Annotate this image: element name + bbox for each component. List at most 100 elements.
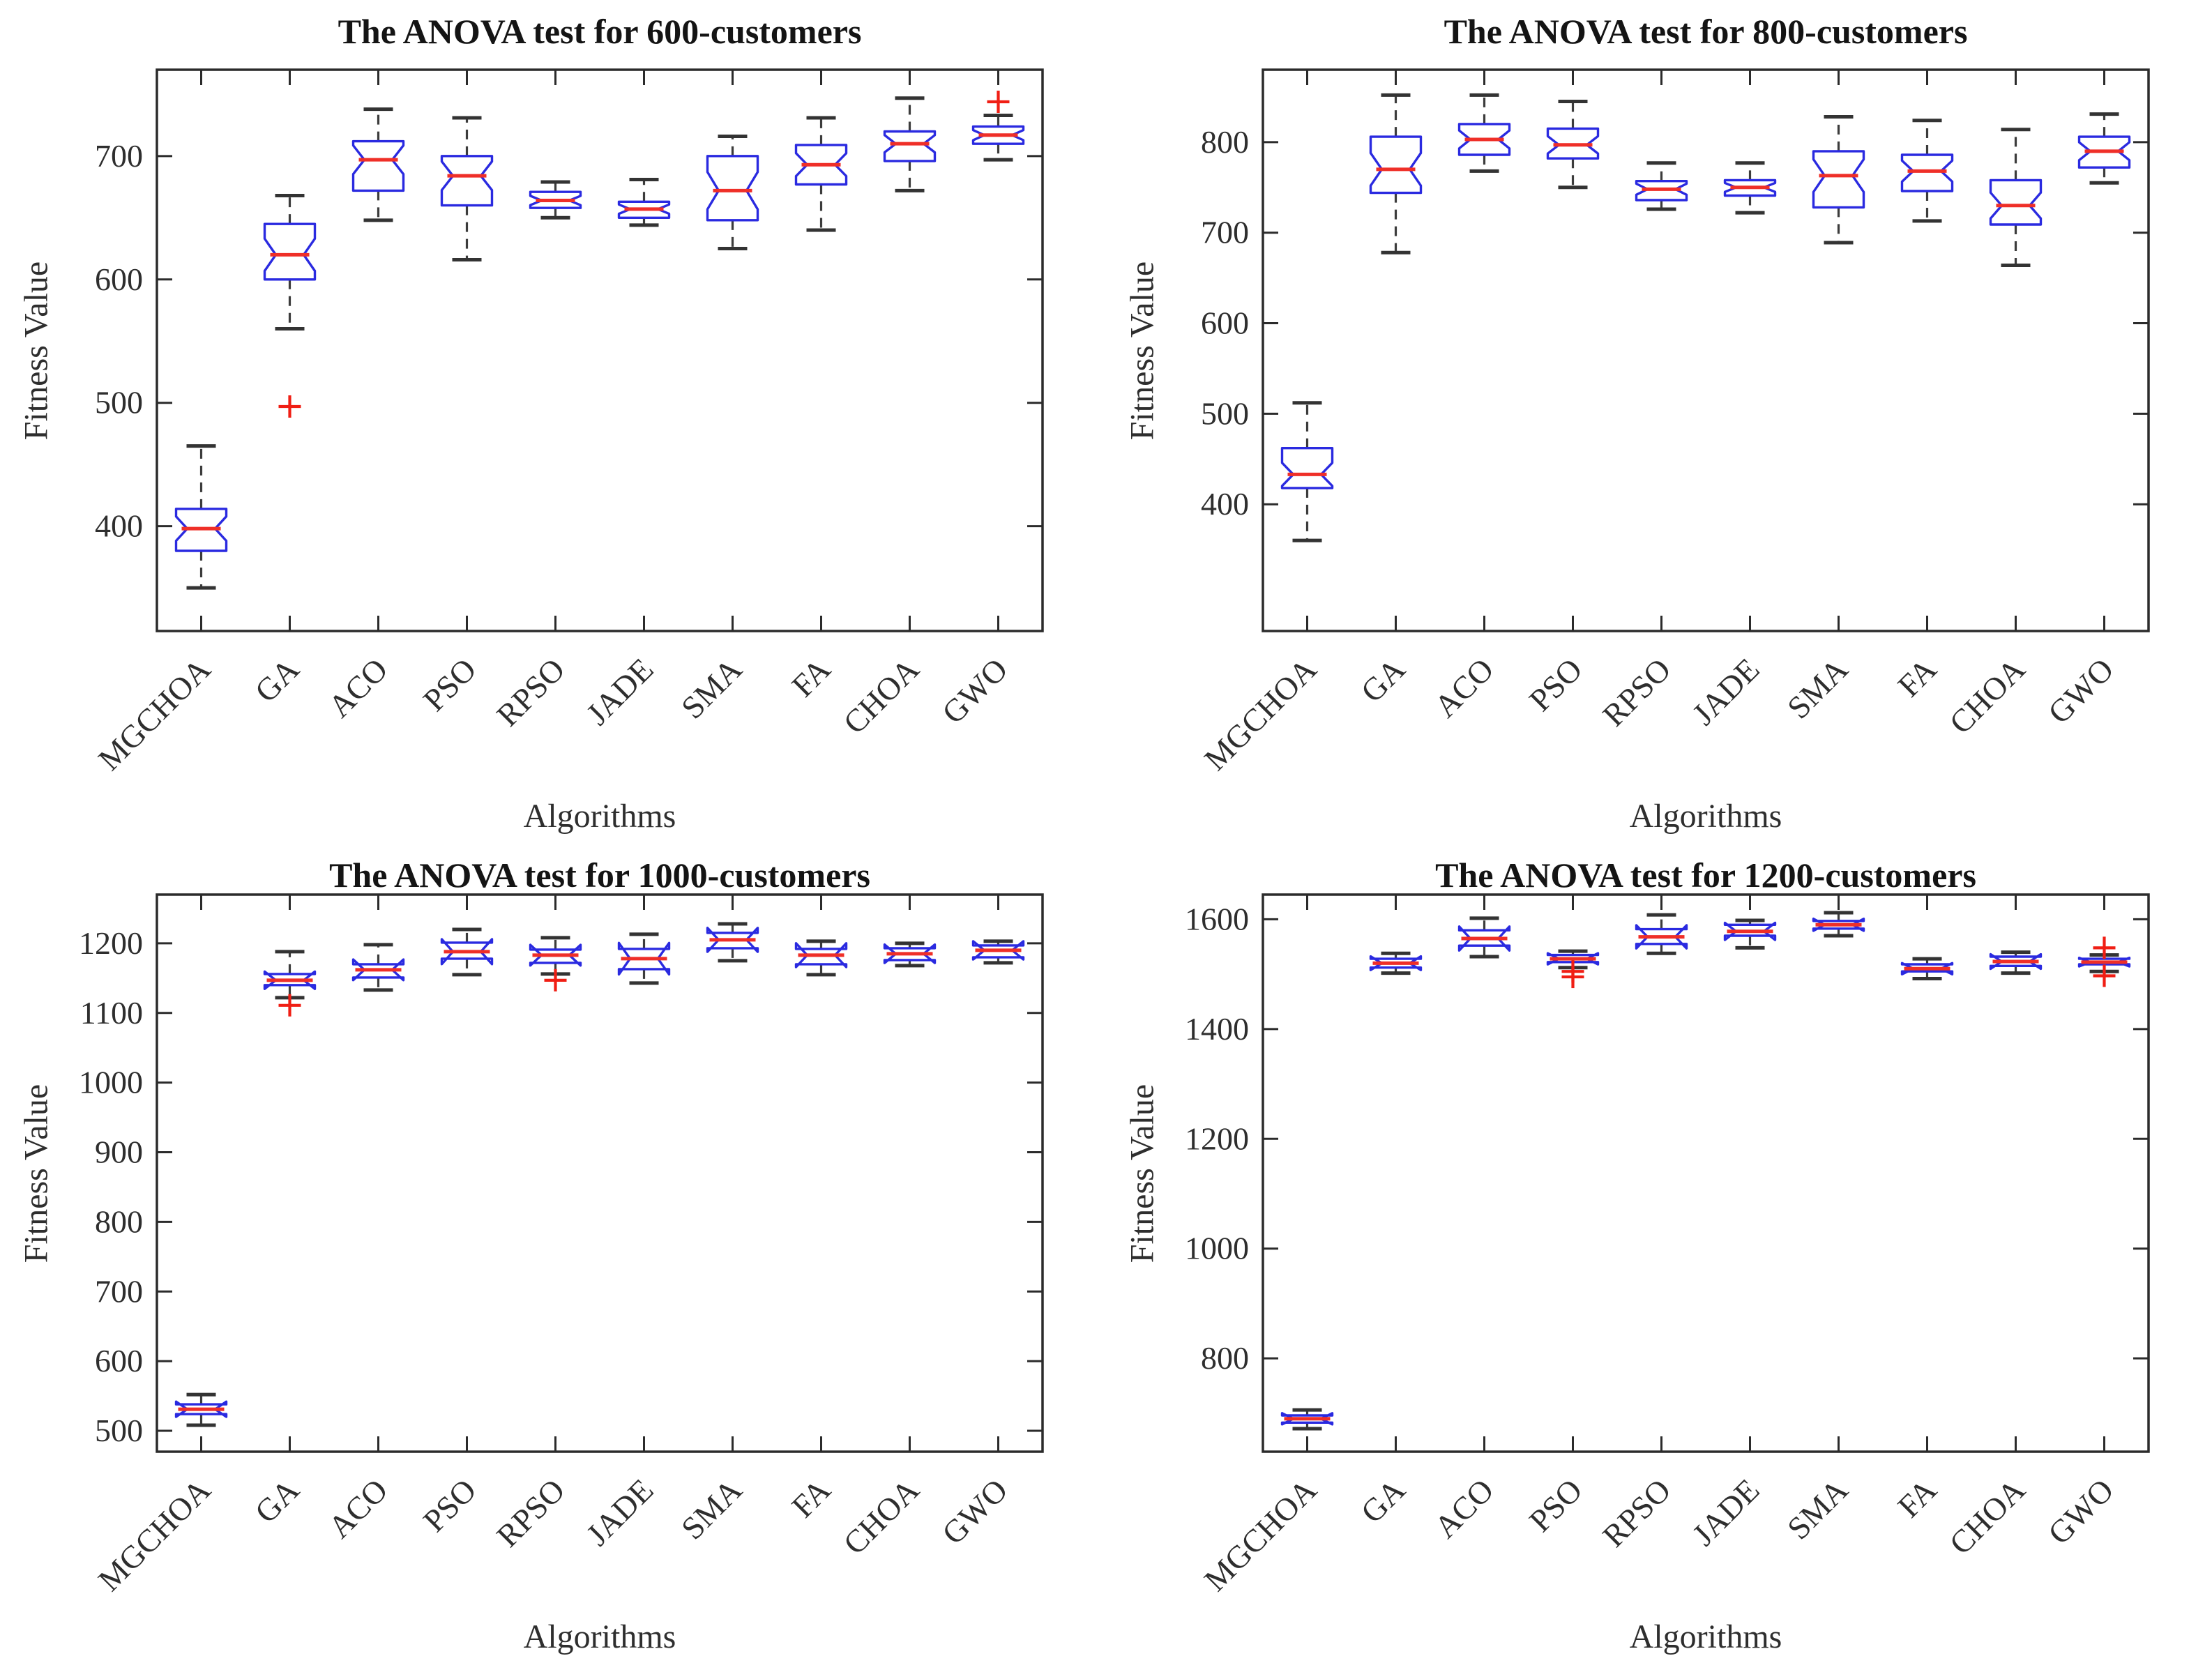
plot-title-800: The ANOVA test for 800-customers bbox=[1444, 12, 1968, 51]
x-tick-label-pso: PSO bbox=[1522, 651, 1589, 718]
y-tick-labels: 400 500 600 700 bbox=[95, 138, 143, 544]
x-tick-label-sma: SMA bbox=[1780, 1472, 1855, 1547]
notched-box bbox=[174, 508, 228, 552]
x-tick-label-pso: PSO bbox=[416, 1472, 483, 1539]
x-tick-label-aco: ACO bbox=[321, 651, 395, 724]
x-tick-label-fa: FA bbox=[1891, 651, 1943, 704]
x-tick-label-rpso: RPSO bbox=[1596, 1472, 1677, 1553]
x-tick-label-pso: PSO bbox=[416, 651, 483, 718]
notched-box bbox=[971, 940, 1025, 961]
box-sma bbox=[706, 135, 759, 251]
subplot-600-customers: The ANOVA test for 600-customers Fitness… bbox=[0, 0, 1106, 840]
box-mgchoa bbox=[174, 444, 228, 590]
notched-box bbox=[1369, 955, 1423, 971]
x-axis-label-800: Algorithms bbox=[1629, 798, 1782, 835]
x-ticks bbox=[1306, 895, 2105, 1452]
x-axis-label-1200: Algorithms bbox=[1629, 1618, 1782, 1655]
notched-box bbox=[617, 941, 671, 976]
notched-box bbox=[1457, 123, 1511, 156]
box-mgchoa bbox=[174, 1392, 228, 1427]
x-tick-label-jade: JADE bbox=[579, 651, 660, 732]
box-fa bbox=[1900, 119, 1954, 223]
box-aco bbox=[1457, 93, 1511, 173]
y-tick-label: 500 bbox=[95, 1413, 143, 1448]
boxplot-svg-600: 400 500 600 700 MGCHOA GA ACO PSO RPSO JADE SMA FAC… bbox=[91, 68, 1044, 777]
y-tick-label: 400 bbox=[1201, 486, 1249, 522]
notched-box bbox=[1900, 962, 1954, 976]
box-aco bbox=[1457, 916, 1511, 959]
y-tick-label: 800 bbox=[95, 1203, 143, 1239]
x-tick-label-sma: SMA bbox=[674, 651, 749, 726]
box-rpso bbox=[1635, 913, 1688, 955]
y-tick-label: 700 bbox=[1201, 215, 1249, 250]
x-tick-label-rpso: RPSO bbox=[1596, 651, 1677, 733]
y-tick-label: 500 bbox=[95, 385, 143, 420]
outlier-marker bbox=[2093, 964, 2116, 987]
y-tick-label: 900 bbox=[95, 1134, 143, 1170]
x-tick-label-mgchoa: MGCHOA bbox=[91, 651, 218, 777]
box-rpso bbox=[1635, 161, 1688, 211]
y-tick-label: 600 bbox=[95, 1343, 143, 1378]
x-tick-label-pso: PSO bbox=[1522, 1472, 1589, 1539]
x-tick-label-mgchoa: MGCHOA bbox=[91, 1472, 218, 1598]
x-tick-label-aco: ACO bbox=[1427, 1472, 1501, 1545]
x-tick-label-jade: JADE bbox=[1685, 1472, 1766, 1553]
notched-box bbox=[1457, 925, 1511, 952]
outlier-marker bbox=[1561, 966, 1584, 989]
notched-box bbox=[1546, 127, 1600, 160]
box-aco bbox=[351, 107, 405, 222]
x-tick-label-sma: SMA bbox=[674, 1472, 749, 1547]
subplot-1000-customers: The ANOVA test for 1000-customers Fitnes… bbox=[0, 840, 1106, 1679]
axes-frame bbox=[1262, 68, 2150, 632]
y-tick-label: 1600 bbox=[1185, 901, 1249, 936]
y-tick-label: 600 bbox=[95, 261, 143, 297]
notched-box bbox=[1635, 924, 1688, 950]
x-tick-label-jade: JADE bbox=[579, 1472, 660, 1553]
box-ga bbox=[263, 950, 317, 1017]
x-tick-label-jade: JADE bbox=[1685, 651, 1766, 732]
x-tick-label-fa: FA bbox=[785, 651, 837, 704]
axes-frame bbox=[156, 893, 1044, 1453]
box-choa bbox=[883, 941, 937, 968]
x-tick-label-mgchoa: MGCHOA bbox=[1197, 651, 1324, 777]
x-tick-label-choa: CHOA bbox=[836, 1472, 925, 1561]
notched-box bbox=[1812, 150, 1865, 209]
box-fa bbox=[794, 939, 848, 977]
x-tick-label-aco: ACO bbox=[1427, 651, 1501, 724]
x-tick-label-ga: GA bbox=[248, 1472, 306, 1530]
boxplot-svg-800: 400 500 600 700 800 MGCHOA GA ACO PSO RPSO JADE SMA… bbox=[1197, 68, 2150, 777]
y-tick-label: 700 bbox=[95, 138, 143, 174]
y-tick-label: 400 bbox=[95, 508, 143, 544]
box-gwo bbox=[971, 91, 1025, 162]
boxplot-svg-1000: 500 600 700 800 900 1000 1100 1200 MGCHOA GA ACO PS… bbox=[79, 893, 1044, 1598]
box-rpso bbox=[529, 936, 582, 992]
box-mgchoa bbox=[1280, 401, 1334, 542]
x-tick-label-sma: SMA bbox=[1780, 651, 1855, 726]
box-fa bbox=[1900, 957, 1954, 980]
notched-box bbox=[1546, 952, 1600, 966]
notched-box bbox=[1280, 1412, 1334, 1426]
y-tick-label: 700 bbox=[95, 1273, 143, 1309]
y-tick-labels: 400 500 600 700 800 bbox=[1201, 124, 1249, 522]
outlier-marker bbox=[544, 968, 567, 992]
y-tick-label: 800 bbox=[1201, 124, 1249, 160]
y-tick-label: 1200 bbox=[1185, 1120, 1249, 1156]
x-tick-label-ga: GA bbox=[248, 651, 306, 709]
x-tick-label-rpso: RPSO bbox=[490, 651, 571, 733]
x-tick-label-choa: CHOA bbox=[836, 651, 925, 740]
x-tick-label-choa: CHOA bbox=[1942, 1472, 2031, 1561]
y-ticks bbox=[1263, 918, 2149, 1360]
outlier-marker bbox=[987, 91, 1010, 113]
plot-title-600: The ANOVA test for 600-customers bbox=[338, 12, 862, 51]
y-ticks bbox=[157, 942, 1043, 1432]
notched-box bbox=[263, 222, 317, 281]
notched-box bbox=[706, 927, 759, 953]
y-tick-label: 1200 bbox=[79, 925, 143, 961]
box-ga bbox=[1369, 951, 1423, 975]
x-tick-label-ga: GA bbox=[1354, 1472, 1412, 1530]
x-ticks bbox=[200, 70, 999, 631]
axes-frame bbox=[156, 68, 1044, 632]
box-choa bbox=[1989, 128, 2043, 267]
